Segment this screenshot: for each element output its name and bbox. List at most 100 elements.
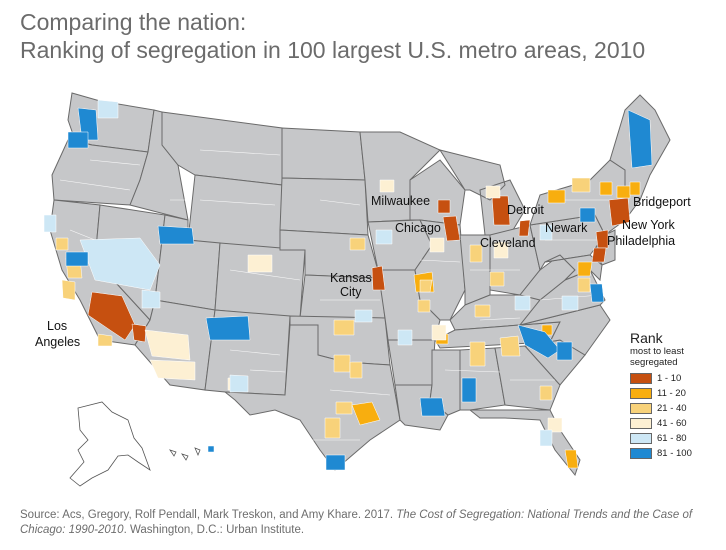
- metro-oxnard: [97, 333, 113, 347]
- metro-cleveland: [518, 219, 531, 237]
- metro-new-york: [608, 197, 631, 227]
- legend-subtitle-line-2: segregated: [630, 357, 678, 368]
- county-grid: [59, 149, 620, 441]
- metro-baltimore: [577, 261, 593, 277]
- metro-raleigh: [397, 329, 413, 346]
- metro-boston: [627, 109, 653, 169]
- legend-label: 1 - 10: [657, 373, 682, 384]
- label-cleveland: Cleveland: [480, 236, 536, 250]
- metro-philadelphia: [591, 247, 607, 263]
- metro-colorado-springs: [205, 315, 251, 341]
- legend-item: 61 - 80: [630, 431, 720, 446]
- legend-label: 41 - 60: [657, 418, 687, 429]
- metro-tulsa: [349, 361, 363, 379]
- metro-jacksonville: [539, 385, 553, 401]
- metro-chicago: [442, 215, 461, 242]
- label-chicago: Chicago: [395, 221, 441, 235]
- metro-detroit: [491, 195, 511, 226]
- metro-hartford: [629, 181, 641, 196]
- metro-inland-empire: [131, 323, 147, 343]
- metro-tampa: [539, 429, 553, 447]
- metro-houston: [351, 401, 381, 426]
- metro-grand-rapids: [485, 185, 501, 199]
- source-prefix: Source: Acs, Gregory, Rolf Pendall, Mark…: [20, 509, 397, 521]
- metro-charleston: [517, 324, 561, 359]
- metro-virginia-beach: [589, 283, 605, 303]
- state-north-dakota: [281, 127, 366, 181]
- metro-nashville: [474, 304, 491, 318]
- label-angeles: Angeles: [35, 335, 80, 349]
- metro-mobile: [461, 377, 477, 403]
- legend-item: 1 - 10: [630, 371, 720, 386]
- state-colorado: [214, 242, 306, 319]
- metro-little-rock: [417, 299, 431, 313]
- alaska-outline: [69, 401, 151, 487]
- metro-wichita: [333, 319, 355, 336]
- metro-columbia-sc: [556, 341, 573, 361]
- metro-indianapolis: [469, 244, 483, 263]
- alaska-hawaii: [69, 401, 201, 487]
- state-north-carolina: [519, 304, 611, 356]
- source-suffix: . Washington, D.C.: Urban Institute.: [123, 524, 305, 536]
- metro-bakersfield: [61, 279, 76, 301]
- legend-swatch: [630, 448, 652, 459]
- page-title: Comparing the nation: Ranking of segrega…: [20, 8, 720, 64]
- metro-san-francisco: [43, 214, 57, 233]
- legend-swatch: [630, 373, 652, 384]
- metro-sacramento: [55, 237, 69, 251]
- legend-label: 81 - 100: [657, 448, 692, 459]
- label-philadelphia: Philadelphia: [607, 234, 675, 248]
- state-arkansas: [387, 339, 436, 386]
- label-kansas: Kansas: [330, 271, 372, 285]
- metro-corpus-christi: [325, 454, 346, 471]
- metro-austin: [324, 417, 341, 439]
- metro-albuquerque: [229, 374, 249, 393]
- metro-phoenix: [144, 329, 191, 361]
- label-bridgeport: Bridgeport: [633, 195, 691, 209]
- legend-item: 81 - 100: [630, 446, 720, 461]
- legend-item: 41 - 60: [630, 416, 720, 431]
- metro-honolulu: [207, 445, 215, 453]
- hawaii-outline: [169, 447, 201, 461]
- metro-baton-rouge: [419, 397, 446, 417]
- metro-denver: [247, 254, 273, 273]
- metro-richmond: [577, 277, 591, 293]
- metro-los-angeles: [87, 291, 136, 341]
- metro-knoxville: [431, 324, 447, 341]
- metro-portland-me: [539, 224, 553, 241]
- state-south-dakota: [279, 177, 369, 236]
- source-title: The Cost of Segregation: National Trends…: [20, 509, 693, 536]
- metro-salt-lake-city: [65, 251, 89, 267]
- metro-orlando: [547, 417, 563, 433]
- metro-syracuse: [571, 177, 591, 193]
- legend-swatch: [630, 418, 652, 429]
- state-wyoming: [187, 174, 283, 251]
- state-new-york: [529, 159, 626, 236]
- legend-title: Rank: [630, 330, 663, 346]
- legend-label: 11 - 20: [657, 388, 686, 399]
- metro-portland-or: [67, 131, 89, 149]
- label-detroit: Detroit: [507, 203, 544, 217]
- metro-charlotte: [561, 295, 579, 311]
- metro-oklahoma-city: [333, 354, 351, 373]
- metro-worcester: [579, 207, 596, 223]
- title-line-2: Ranking of segregation in 100 largest U.…: [20, 37, 646, 63]
- label-milwaukee: Milwaukee: [371, 194, 430, 208]
- legend-swatch: [630, 388, 652, 399]
- legend-items: 1 - 10 11 - 20 21 - 40 41 - 60 61 - 80 81 - 1…: [630, 371, 720, 461]
- metro-boise: [157, 225, 195, 245]
- source-citation: Source: Acs, Gregory, Rolf Pendall, Mark…: [20, 508, 710, 538]
- metro-newark: [595, 229, 609, 249]
- metro-cincinnati: [489, 271, 505, 287]
- metro-dallas: [335, 401, 353, 415]
- legend-subtitle-line-1: most to least: [630, 346, 684, 357]
- legend-item: 11 - 20: [630, 386, 720, 401]
- metro-milwaukee: [437, 199, 451, 214]
- label-new-york: New York: [622, 218, 676, 232]
- label-newark: Newark: [545, 221, 588, 235]
- legend-label: 61 - 80: [657, 433, 687, 444]
- legend: Rank most to least segregated 1 - 10 11 -…: [630, 330, 720, 461]
- metro-louisville: [429, 237, 445, 253]
- city-labels: Milwaukee Detroit Bridgeport Chicago Cle…: [35, 194, 691, 349]
